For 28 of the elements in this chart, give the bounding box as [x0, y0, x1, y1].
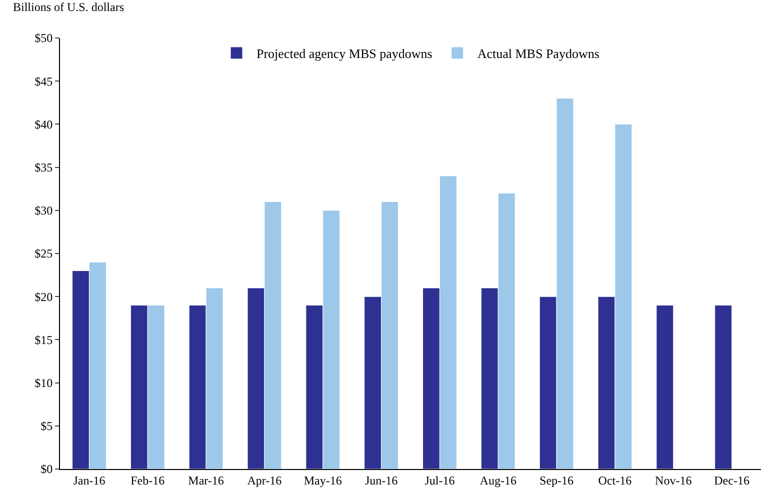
- bar: [656, 304, 674, 469]
- bar: [714, 304, 732, 469]
- y-tick-label: $25: [34, 246, 53, 261]
- x-tick-label: Nov-16: [655, 473, 692, 488]
- x-tick-label: Apr-16: [247, 473, 282, 488]
- x-tick-label: May-16: [304, 473, 342, 488]
- x-tick-label: Jan-16: [73, 473, 106, 488]
- x-tick-label: Oct-16: [598, 473, 632, 488]
- x-tick-label: Feb-16: [130, 473, 165, 488]
- y-tick-label: $20: [34, 290, 53, 304]
- x-tick-label: Jun-16: [364, 473, 398, 488]
- y-tick-label: $50: [34, 31, 53, 46]
- legend-label: Projected agency MBS paydowns: [256, 46, 432, 62]
- y-tick-label: $5: [40, 419, 53, 434]
- y-tick-label: $45: [34, 74, 53, 88]
- y-tick-label: $40: [34, 117, 53, 132]
- x-tick-label: Mar-16: [188, 473, 224, 488]
- y-tick-label: $15: [34, 332, 53, 347]
- x-tick-label: Sep-16: [540, 473, 574, 488]
- x-tick-label: Dec-16: [714, 473, 750, 488]
- y-tick-label: $30: [34, 204, 53, 218]
- y-tick-label: $10: [34, 376, 53, 390]
- y-tick-label: $35: [34, 160, 53, 174]
- x-tick-label: Aug-16: [480, 473, 516, 488]
- y-axis-title: Billions of U.S. dollars: [13, 0, 124, 14]
- y-tick-label: $0: [40, 462, 53, 476]
- legend-label: Actual MBS Paydowns: [477, 46, 600, 62]
- x-tick-label: Jul-16: [424, 473, 455, 488]
